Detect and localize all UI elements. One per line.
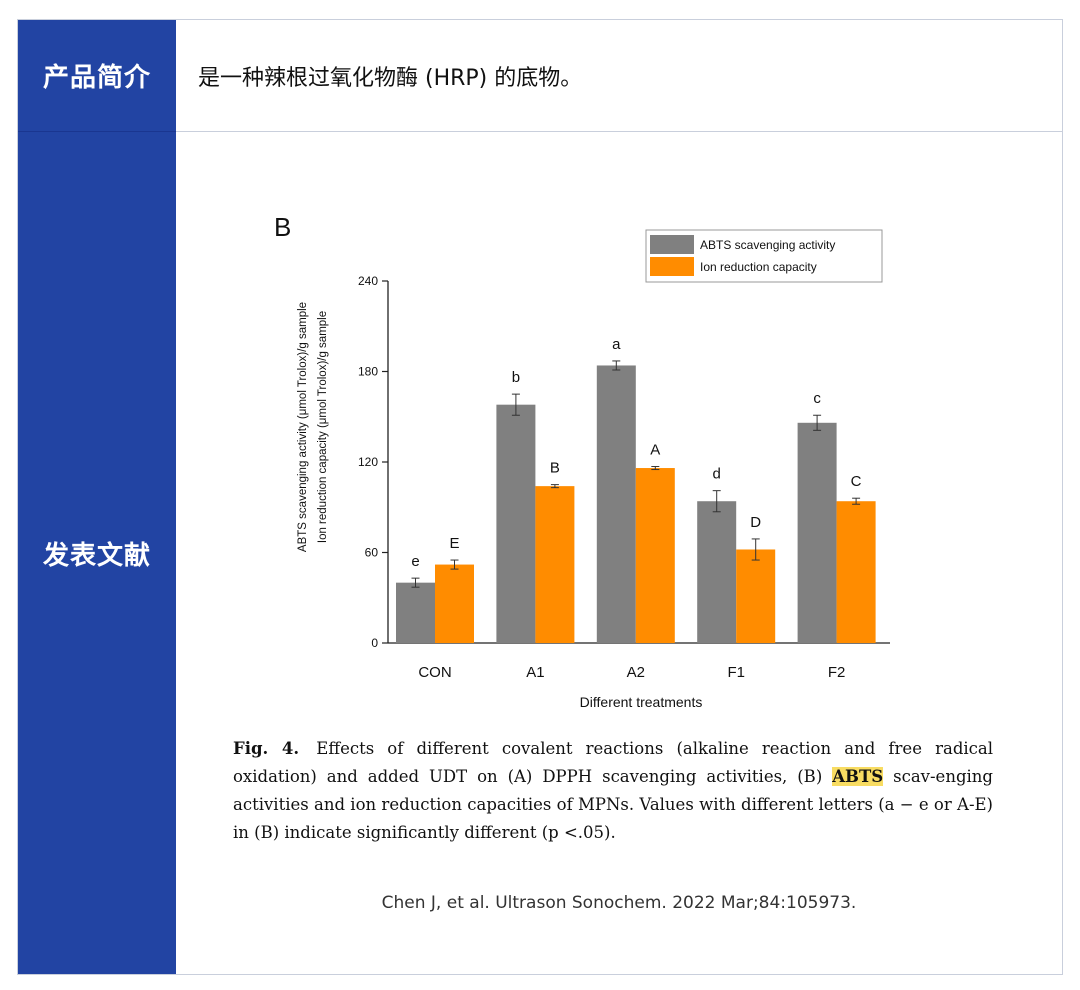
y-tick-label: 240 xyxy=(358,274,378,288)
y-tick-label: 0 xyxy=(371,636,378,650)
legend-label: Ion reduction capacity xyxy=(700,260,817,274)
literature-label: 发表文献 xyxy=(42,540,151,571)
label-divider xyxy=(18,131,176,132)
significance-letter: C xyxy=(851,473,862,490)
x-tick-label: CON xyxy=(418,664,451,681)
y-axis-title: ABTS scavenging activity (μmol Trolox)/g… xyxy=(297,302,309,552)
x-axis-title: Different treatments xyxy=(580,694,703,710)
x-tick-label: A2 xyxy=(627,664,645,681)
caption-text-before: Effects of different covalent reactions … xyxy=(233,739,994,786)
significance-letter: d xyxy=(713,466,721,483)
x-tick-label: A1 xyxy=(526,664,544,681)
figure-caption: Fig. 4. Effects of different covalent re… xyxy=(233,735,993,847)
intro-text: 是一种辣根过氧化物酶 (HRP) 的底物。 xyxy=(198,65,583,91)
bar xyxy=(435,564,474,643)
figure-label: Fig. 4. xyxy=(233,739,300,758)
bar xyxy=(635,468,675,643)
citation: Chen J, et al. Ultrason Sonochem. 2022 M… xyxy=(381,893,857,913)
y-tick-label: 180 xyxy=(358,365,378,379)
x-tick-label: F2 xyxy=(828,664,846,681)
bar xyxy=(496,404,536,643)
bar xyxy=(736,549,776,643)
significance-letter: e xyxy=(411,553,419,570)
significance-letter: c xyxy=(813,390,821,407)
significance-letter: A xyxy=(650,442,660,459)
significance-letter: B xyxy=(550,460,560,477)
caption-text-after: scav-enging activities and ion reduction… xyxy=(233,767,993,842)
x-tick-label: F1 xyxy=(727,664,745,681)
bar xyxy=(396,582,435,643)
bar xyxy=(697,501,737,643)
significance-letter: E xyxy=(449,535,459,552)
y-tick-label: 60 xyxy=(365,546,379,560)
row-divider xyxy=(18,131,1062,132)
bar xyxy=(836,501,876,643)
product-info-table: 产品简介 发表文献 是一种辣根过氧化物酶 (HRP) 的底物。 xyxy=(17,19,1063,975)
caption-highlight: ABTS xyxy=(832,767,884,786)
label-column xyxy=(18,20,176,974)
significance-letter: D xyxy=(750,514,761,531)
bar xyxy=(535,486,575,643)
bar xyxy=(797,422,837,643)
legend-label: ABTS scavenging activity xyxy=(700,238,835,252)
significance-letter: b xyxy=(512,369,520,386)
y-tick-label: 120 xyxy=(358,455,378,469)
intro-label: 产品简介 xyxy=(42,63,151,93)
legend-swatch xyxy=(650,235,694,254)
bar-chart: B 0 60 120 180 240 ABTS scavenging activity (μ… xyxy=(274,212,890,710)
bar xyxy=(596,365,636,643)
legend-swatch xyxy=(650,257,694,276)
y-axis-title: Ion reduction capacity (μmol Trolox)/g s… xyxy=(317,311,329,543)
significance-letter: a xyxy=(612,336,621,353)
panel-label: B xyxy=(274,212,291,242)
